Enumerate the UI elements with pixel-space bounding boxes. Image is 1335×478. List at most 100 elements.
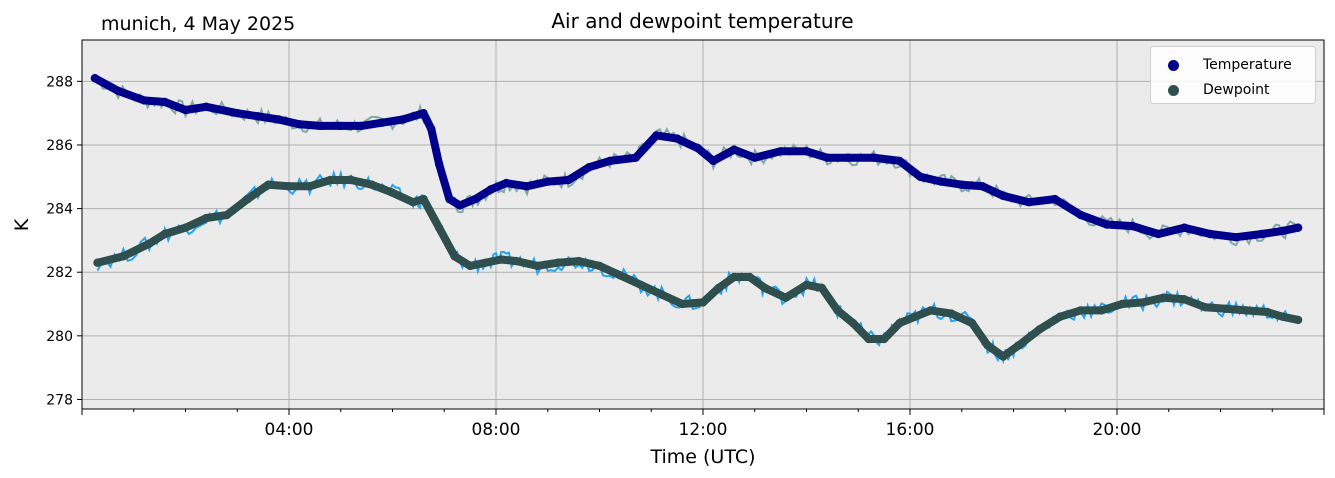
data-point-dewpoint <box>326 175 335 185</box>
data-point-dewpoint <box>678 299 687 309</box>
data-point-temperature <box>1206 229 1215 239</box>
legend-marker-dewpoint <box>1168 84 1179 96</box>
data-point-temperature <box>936 177 946 186</box>
data-point-temperature <box>1231 233 1241 242</box>
data-point-temperature <box>709 156 718 166</box>
data-point-dewpoint <box>409 198 418 207</box>
data-point-dewpoint <box>222 210 232 220</box>
data-point-dewpoint <box>636 280 646 290</box>
data-point-temperature <box>1154 229 1163 239</box>
data-point-temperature <box>693 144 702 153</box>
x-tick-label: 16:00 <box>886 420 935 440</box>
data-point-temperature <box>114 86 123 96</box>
y-axis-label: K <box>11 218 33 231</box>
series-line-temperature <box>90 74 1303 242</box>
data-point-dewpoint <box>1221 304 1230 313</box>
data-point-dewpoint <box>305 182 314 191</box>
data-point-temperature <box>253 112 263 121</box>
data-point-dewpoint <box>817 283 827 293</box>
data-point-dewpoint <box>264 180 273 189</box>
data-point-dewpoint <box>1014 341 1023 350</box>
data-point-temperature <box>274 115 283 124</box>
data-point-temperature <box>357 121 366 131</box>
x-tick-label: 08:00 <box>472 420 521 440</box>
data-point-dewpoint <box>1138 298 1148 307</box>
legend-item-dewpoint: Dewpoint <box>1151 80 1270 100</box>
data-point-dewpoint <box>926 306 935 315</box>
location-date-label: munich, 4 May 2025 <box>101 13 296 35</box>
data-point-temperature <box>869 153 878 162</box>
data-point-dewpoint <box>657 290 666 299</box>
data-point-dewpoint <box>833 306 842 315</box>
data-point-dewpoint <box>574 256 583 266</box>
data-point-temperature <box>295 120 304 129</box>
data-point-temperature <box>181 105 190 115</box>
data-point-dewpoint <box>1180 295 1189 304</box>
data-point-temperature <box>336 121 345 131</box>
data-point-dewpoint <box>714 283 723 293</box>
data-point-dewpoint <box>1097 306 1106 315</box>
data-point-temperature <box>750 153 759 162</box>
data-point-temperature <box>543 177 552 186</box>
legend-label-temperature: Temperature <box>1203 57 1292 73</box>
data-point-temperature <box>1024 198 1034 207</box>
data-point-dewpoint <box>284 182 294 191</box>
data-point-temperature <box>160 97 169 107</box>
data-point-dewpoint <box>781 293 790 302</box>
data-point-dewpoint <box>1055 312 1065 321</box>
legend-marker-temperature <box>1168 59 1179 71</box>
data-point-dewpoint <box>1200 303 1210 312</box>
data-point-temperature <box>434 159 444 169</box>
data-point-dewpoint <box>864 334 873 344</box>
data-point-dewpoint <box>1118 299 1127 309</box>
data-point-temperature <box>139 96 149 105</box>
y-axis-ticks: 278 280 282 284 286 288 <box>46 74 82 408</box>
data-point-dewpoint <box>243 194 252 204</box>
data-point-temperature <box>916 172 925 181</box>
data-point-dewpoint <box>145 239 154 248</box>
data-point-temperature <box>455 201 464 210</box>
data-point-temperature <box>1278 226 1287 236</box>
data-point-temperature <box>315 121 325 131</box>
y-tick-label: 278 <box>46 392 73 408</box>
data-point-dewpoint <box>181 223 190 232</box>
data-point-temperature <box>427 124 436 134</box>
data-point-dewpoint <box>119 252 128 261</box>
data-point-dewpoint <box>947 309 956 318</box>
data-point-dewpoint <box>388 188 397 197</box>
grid-lines <box>82 40 1324 409</box>
data-point-temperature <box>486 185 495 194</box>
x-tick-label: 12:00 <box>679 420 728 440</box>
data-point-temperature <box>90 74 100 83</box>
data-point-dewpoint <box>1076 306 1086 315</box>
data-point-temperature <box>802 147 811 156</box>
data-point-temperature <box>895 156 904 166</box>
y-tick-label: 282 <box>46 265 73 281</box>
data-point-temperature <box>1102 220 1111 229</box>
data-point-dewpoint <box>698 298 708 307</box>
data-point-temperature <box>1076 210 1086 220</box>
x-tick-label: 04:00 <box>265 420 314 440</box>
data-point-temperature <box>1257 229 1267 239</box>
data-point-temperature <box>999 191 1008 201</box>
data-point-dewpoint <box>497 255 506 264</box>
data-point-dewpoint <box>1159 293 1168 302</box>
data-point-dewpoint <box>983 341 992 350</box>
y-tick-label: 286 <box>46 138 73 154</box>
data-point-dewpoint <box>512 256 521 266</box>
data-point-dewpoint <box>434 223 444 232</box>
legend-label-dewpoint: Dewpoint <box>1203 82 1270 98</box>
data-point-temperature <box>419 109 428 118</box>
data-point-dewpoint <box>202 213 211 223</box>
data-point-temperature <box>377 118 387 127</box>
data-point-temperature <box>1293 223 1303 232</box>
data-point-dewpoint <box>967 318 977 328</box>
y-tick-label: 280 <box>46 329 73 345</box>
data-point-temperature <box>652 131 661 140</box>
data-point-temperature <box>843 153 853 162</box>
data-point-temperature <box>502 178 511 188</box>
data-point-temperature <box>978 182 987 191</box>
series-lines <box>90 74 1303 361</box>
chart-title: Air and dewpoint temperature <box>551 9 854 33</box>
data-point-temperature <box>605 156 615 166</box>
